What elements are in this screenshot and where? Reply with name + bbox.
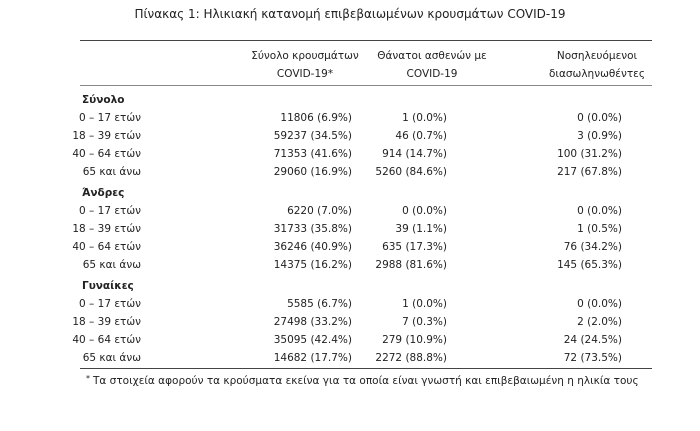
cell: 0 (0.0%) (577, 111, 622, 124)
cell: 14375 (16.2%) (273, 258, 352, 271)
cell: 71353 (41.6%) (273, 147, 352, 160)
cell: 3 (0.9%) (577, 129, 622, 142)
row-label: 65 και άνω (82, 165, 141, 178)
cell: 914 (14.7%) (382, 147, 447, 160)
top-rule (80, 40, 652, 41)
column-header: COVID-19 (406, 68, 458, 80)
row-label: 0 – 17 ετών (79, 204, 141, 217)
row-label: 18 – 39 ετών (72, 129, 141, 142)
row-label: 18 – 39 ετών (72, 222, 141, 235)
cell: 39 (1.1%) (395, 222, 447, 235)
title: Πίνακας 1: Ηλικιακή κατανομή επιβεβαιωμέ… (134, 7, 566, 21)
header-rule (80, 85, 652, 86)
cell: 2 (2.0%) (577, 315, 622, 328)
cell: 27498 (33.2%) (273, 315, 352, 328)
cell: 11806 (6.9%) (280, 111, 352, 124)
cell: 72 (73.5%) (563, 351, 622, 364)
section-label: Σύνολο (82, 94, 125, 106)
row-label: 40 – 64 ετών (72, 240, 141, 253)
footnote-marker: * (86, 374, 90, 383)
cell: 1 (0.0%) (402, 111, 447, 124)
column-header: Σύνολο κρουσμάτων (251, 50, 359, 62)
bottom-rule (80, 368, 652, 369)
row-label: 40 – 64 ετών (72, 147, 141, 160)
cell: 0 (0.0%) (577, 297, 622, 310)
column-header: διασωληνωθέντες (549, 68, 645, 80)
footnote: Τα στοιχεία αφορούν τα κρούσματα εκείνα … (93, 375, 639, 387)
cell: 2988 (81.6%) (375, 258, 447, 271)
cell: 145 (65.3%) (557, 258, 622, 271)
cell: 0 (0.0%) (402, 204, 447, 217)
cell: 635 (17.3%) (382, 240, 447, 253)
row-label: 65 και άνω (82, 351, 141, 364)
column-header: Νοσηλευόμενοι (556, 50, 638, 62)
cell: 76 (34.2%) (563, 240, 622, 253)
cell: 24 (24.5%) (563, 333, 622, 346)
cell: 217 (67.8%) (557, 165, 622, 178)
cell: 100 (31.2%) (557, 147, 622, 160)
row-label: 18 – 39 ετών (72, 315, 141, 328)
column-header: Θάνατοι ασθενών με (377, 50, 487, 62)
row-label: 0 – 17 ετών (79, 297, 141, 310)
cell: 46 (0.7%) (395, 129, 447, 142)
cell: 59237 (34.5%) (273, 129, 352, 142)
cell: 0 (0.0%) (577, 204, 622, 217)
cell: 31733 (35.8%) (273, 222, 352, 235)
cell: 29060 (16.9%) (273, 165, 352, 178)
cell: 279 (10.9%) (382, 333, 447, 346)
section-label: Άνδρες (82, 187, 125, 199)
cell: 1 (0.5%) (577, 222, 622, 235)
cell: 36246 (40.9%) (273, 240, 352, 253)
row-label: 65 και άνω (82, 258, 141, 271)
cell: 6220 (7.0%) (287, 204, 352, 217)
column-header: COVID-19* (276, 68, 334, 80)
cell: 7 (0.3%) (402, 315, 447, 328)
cell: 14682 (17.7%) (273, 351, 352, 364)
cell: 35095 (42.4%) (273, 333, 352, 346)
cell: 1 (0.0%) (402, 297, 447, 310)
row-label: 40 – 64 ετών (72, 333, 141, 346)
row-label: 0 – 17 ετών (79, 111, 141, 124)
section-label: Γυναίκες (82, 280, 134, 292)
cell: 5585 (6.7%) (287, 297, 352, 310)
cell: 2272 (88.8%) (375, 351, 447, 364)
cell: 5260 (84.6%) (375, 165, 447, 178)
